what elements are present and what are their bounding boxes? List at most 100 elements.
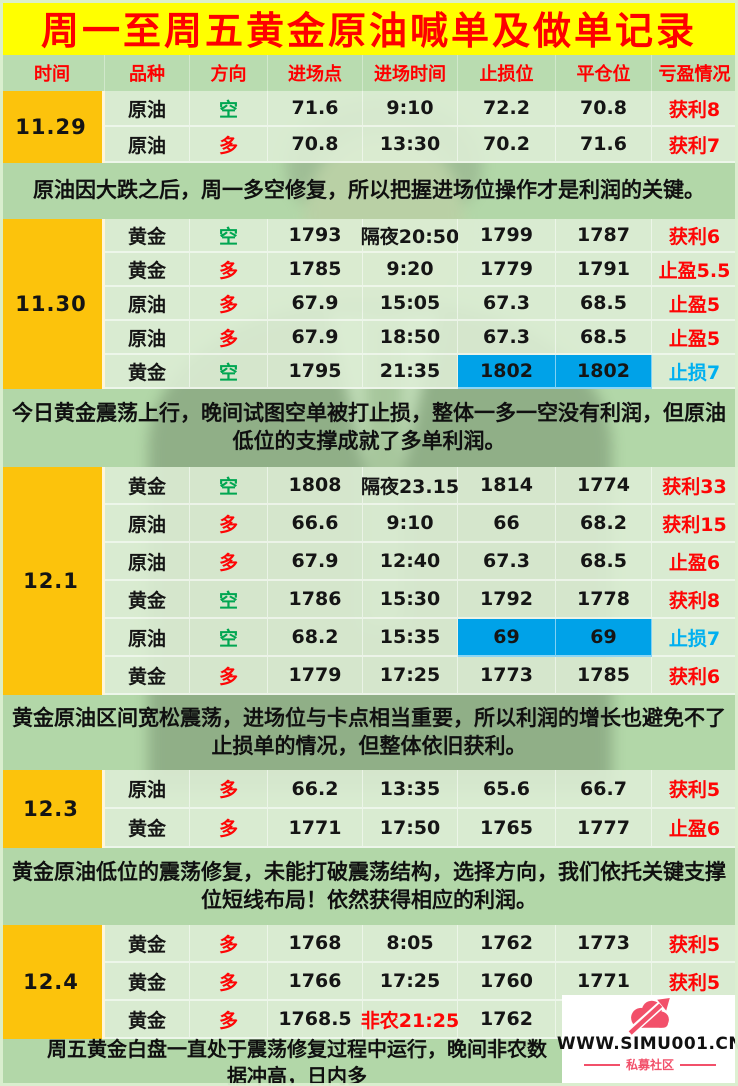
header-direction: 方向 (190, 55, 268, 91)
date-cell: 12.3 (0, 770, 105, 848)
entry-point-cell: 68.2 (268, 619, 363, 657)
variety-cell: 原油 (105, 321, 190, 355)
entry-point-cell: 1808 (268, 467, 363, 505)
result-cell: 获利15 (652, 505, 738, 543)
result-cell: 止盈6 (652, 809, 738, 848)
direction-cell: 多 (190, 770, 268, 809)
direction-cell: 空 (190, 619, 268, 657)
table-row: 黄金多 1771 17:50 1765 1777 止盈6 (105, 809, 738, 848)
table-row: 原油多 67.9 18:50 67.3 68.5 止盈5 (105, 321, 738, 355)
entry-time-cell: 17:25 (363, 657, 458, 695)
stop-loss-cell: 67.3 (458, 287, 556, 321)
direction-cell: 空 (190, 219, 268, 253)
variety-cell: 原油 (105, 127, 190, 163)
entry-point-cell: 70.8 (268, 127, 363, 163)
table-row: 原油多 67.9 12:40 67.3 68.5 止盈6 (105, 543, 738, 581)
entry-time-cell: 13:30 (363, 127, 458, 163)
variety-cell: 原油 (105, 543, 190, 581)
watermark-community-label: 私募社区 (625, 1058, 674, 1072)
header-profit-loss: 亏盈情况 (652, 55, 738, 91)
direction-cell: 空 (190, 467, 268, 505)
result-cell: 获利8 (652, 581, 738, 619)
stop-loss-cell: 1779 (458, 253, 556, 287)
variety-cell: 黄金 (105, 925, 190, 963)
stop-loss-cell: 1760 (458, 963, 556, 1001)
day-section: 11.30 黄金空 1793 隔夜20:50 1799 1787 获利6 黄金多 1785 9:2… (0, 219, 738, 389)
table-row: 黄金空 1786 15:30 1792 1778 获利8 (105, 581, 738, 619)
table-row: 黄金空 1793 隔夜20:50 1799 1787 获利6 (105, 219, 738, 253)
entry-time-cell: 17:25 (363, 963, 458, 1001)
close-position-cell: 1787 (556, 219, 652, 253)
entry-time-cell: 13:35 (363, 770, 458, 809)
table-row: 黄金多 1785 9:20 1779 1791 止盈5.5 (105, 253, 738, 287)
close-position-cell: 71.6 (556, 127, 652, 163)
direction-cell: 多 (190, 127, 268, 163)
table-row: 黄金空 1808 隔夜23.15 1814 1774 获利33 (105, 467, 738, 505)
result-cell: 获利6 (652, 657, 738, 695)
stop-loss-cell: 1792 (458, 581, 556, 619)
watermark: WWW.SIMU001.CN 私募社区 (557, 995, 738, 1083)
entry-time-cell: 15:05 (363, 287, 458, 321)
variety-cell: 黄金 (105, 467, 190, 505)
stop-loss-cell: 72.2 (458, 91, 556, 127)
entry-time-cell: 隔夜23.15 (361, 467, 459, 505)
entry-time-cell: 18:50 (363, 321, 458, 355)
entry-point-cell: 67.9 (268, 543, 363, 581)
section-rows: 黄金空 1808 隔夜23.15 1814 1774 获利33 原油多 66.6 9:10 66 6… (105, 467, 738, 695)
variety-cell: 黄金 (105, 963, 190, 1001)
variety-cell: 黄金 (105, 219, 190, 253)
entry-point-cell: 1771 (268, 809, 363, 848)
close-position-cell: 1778 (556, 581, 652, 619)
header-stop-loss: 止损位 (458, 55, 556, 91)
stop-loss-cell: 70.2 (458, 127, 556, 163)
table-row: 黄金空 1795 21:35 1802 1802 止损7 (105, 355, 738, 389)
header-entry-point: 进场点 (268, 55, 363, 91)
header-variety: 品种 (105, 55, 190, 91)
direction-cell: 多 (190, 543, 268, 581)
result-cell: 止损7 (652, 355, 738, 389)
direction-cell: 空 (190, 91, 268, 127)
stop-loss-cell: 69 (458, 619, 556, 657)
entry-point-cell: 66.2 (268, 770, 363, 809)
date-cell: 11.29 (0, 91, 105, 163)
close-position-cell: 68.2 (556, 505, 652, 543)
date-cell: 11.30 (0, 219, 105, 389)
direction-cell: 多 (190, 657, 268, 695)
direction-cell: 多 (190, 963, 268, 1001)
direction-cell: 多 (190, 925, 268, 963)
entry-point-cell: 1786 (268, 581, 363, 619)
close-position-cell: 1785 (556, 657, 652, 695)
result-cell: 获利33 (652, 467, 738, 505)
close-position-cell: 1773 (556, 925, 652, 963)
entry-point-cell: 1779 (268, 657, 363, 695)
stop-loss-cell: 1773 (458, 657, 556, 695)
direction-cell: 空 (190, 355, 268, 389)
close-position-cell: 1777 (556, 809, 652, 848)
entry-time-cell: 21:35 (363, 355, 458, 389)
entry-time-cell: 9:10 (363, 91, 458, 127)
close-position-cell: 68.5 (556, 287, 652, 321)
entry-point-cell: 1768.5 (268, 1001, 363, 1039)
direction-cell: 空 (190, 581, 268, 619)
day-section: 12.1 黄金空 1808 隔夜23.15 1814 1774 获利33 原油多 66.6 9:1… (0, 467, 738, 695)
date-cell: 12.1 (0, 467, 105, 695)
result-cell: 止盈6 (652, 543, 738, 581)
variety-cell: 原油 (105, 91, 190, 127)
table-row: 黄金多 1779 17:25 1773 1785 获利6 (105, 657, 738, 695)
close-position-cell: 1774 (556, 467, 652, 505)
stop-loss-cell: 1802 (458, 355, 556, 389)
direction-cell: 多 (190, 253, 268, 287)
result-cell: 获利5 (652, 770, 738, 809)
watermark-line-right (680, 1063, 716, 1066)
close-position-cell: 1802 (556, 355, 652, 389)
entry-point-cell: 71.6 (268, 91, 363, 127)
day-comment: 周五黄金白盘一直处于震荡修复过程中运行，晚间非农数据冲高，日内多 (47, 1037, 547, 1086)
variety-cell: 原油 (105, 619, 190, 657)
section-rows: 原油多 66.2 13:35 65.6 66.7 获利5 黄金多 1771 17:50 1765 1… (105, 770, 738, 848)
entry-point-cell: 1766 (268, 963, 363, 1001)
table-row: 黄金多 1766 17:25 1760 1771 获利5 (105, 963, 738, 1001)
header-time: 时间 (0, 55, 105, 91)
direction-cell: 多 (190, 321, 268, 355)
close-position-cell: 69 (556, 619, 652, 657)
